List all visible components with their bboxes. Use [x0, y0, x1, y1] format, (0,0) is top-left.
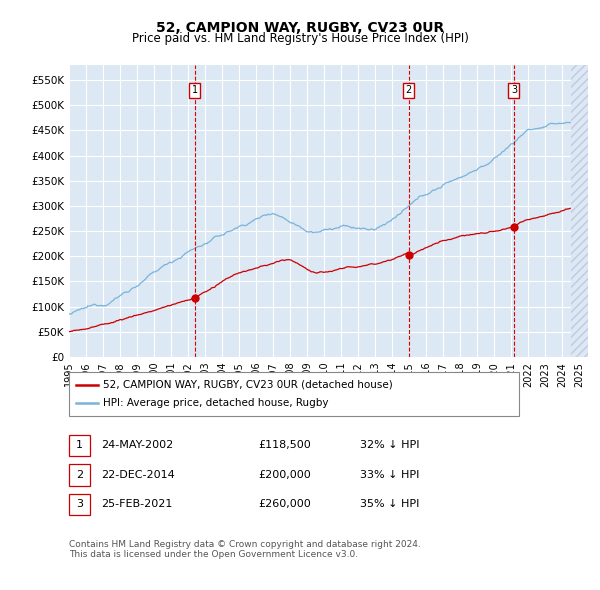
Text: 32% ↓ HPI: 32% ↓ HPI: [360, 441, 419, 450]
Text: 33% ↓ HPI: 33% ↓ HPI: [360, 470, 419, 480]
Text: 2: 2: [76, 470, 83, 480]
Bar: [571, 65, 588, 357]
Text: Contains HM Land Registry data © Crown copyright and database right 2024.
This d: Contains HM Land Registry data © Crown c…: [69, 540, 421, 559]
Text: 3: 3: [511, 85, 517, 95]
Text: 22-DEC-2014: 22-DEC-2014: [101, 470, 175, 480]
Text: 1: 1: [76, 441, 83, 450]
Text: 1: 1: [191, 85, 197, 95]
Text: 35% ↓ HPI: 35% ↓ HPI: [360, 500, 419, 509]
Text: Price paid vs. HM Land Registry's House Price Index (HPI): Price paid vs. HM Land Registry's House …: [131, 32, 469, 45]
Text: 24-MAY-2002: 24-MAY-2002: [101, 441, 173, 450]
Text: 2: 2: [406, 85, 412, 95]
Bar: [571, 65, 588, 357]
Text: HPI: Average price, detached house, Rugby: HPI: Average price, detached house, Rugb…: [103, 398, 328, 408]
Text: £118,500: £118,500: [258, 441, 311, 450]
Text: £260,000: £260,000: [258, 500, 311, 509]
Text: 25-FEB-2021: 25-FEB-2021: [101, 500, 172, 509]
Text: 3: 3: [76, 500, 83, 509]
Text: £200,000: £200,000: [258, 470, 311, 480]
Text: 52, CAMPION WAY, RUGBY, CV23 0UR (detached house): 52, CAMPION WAY, RUGBY, CV23 0UR (detach…: [103, 380, 392, 389]
Text: 52, CAMPION WAY, RUGBY, CV23 0UR: 52, CAMPION WAY, RUGBY, CV23 0UR: [156, 21, 444, 35]
